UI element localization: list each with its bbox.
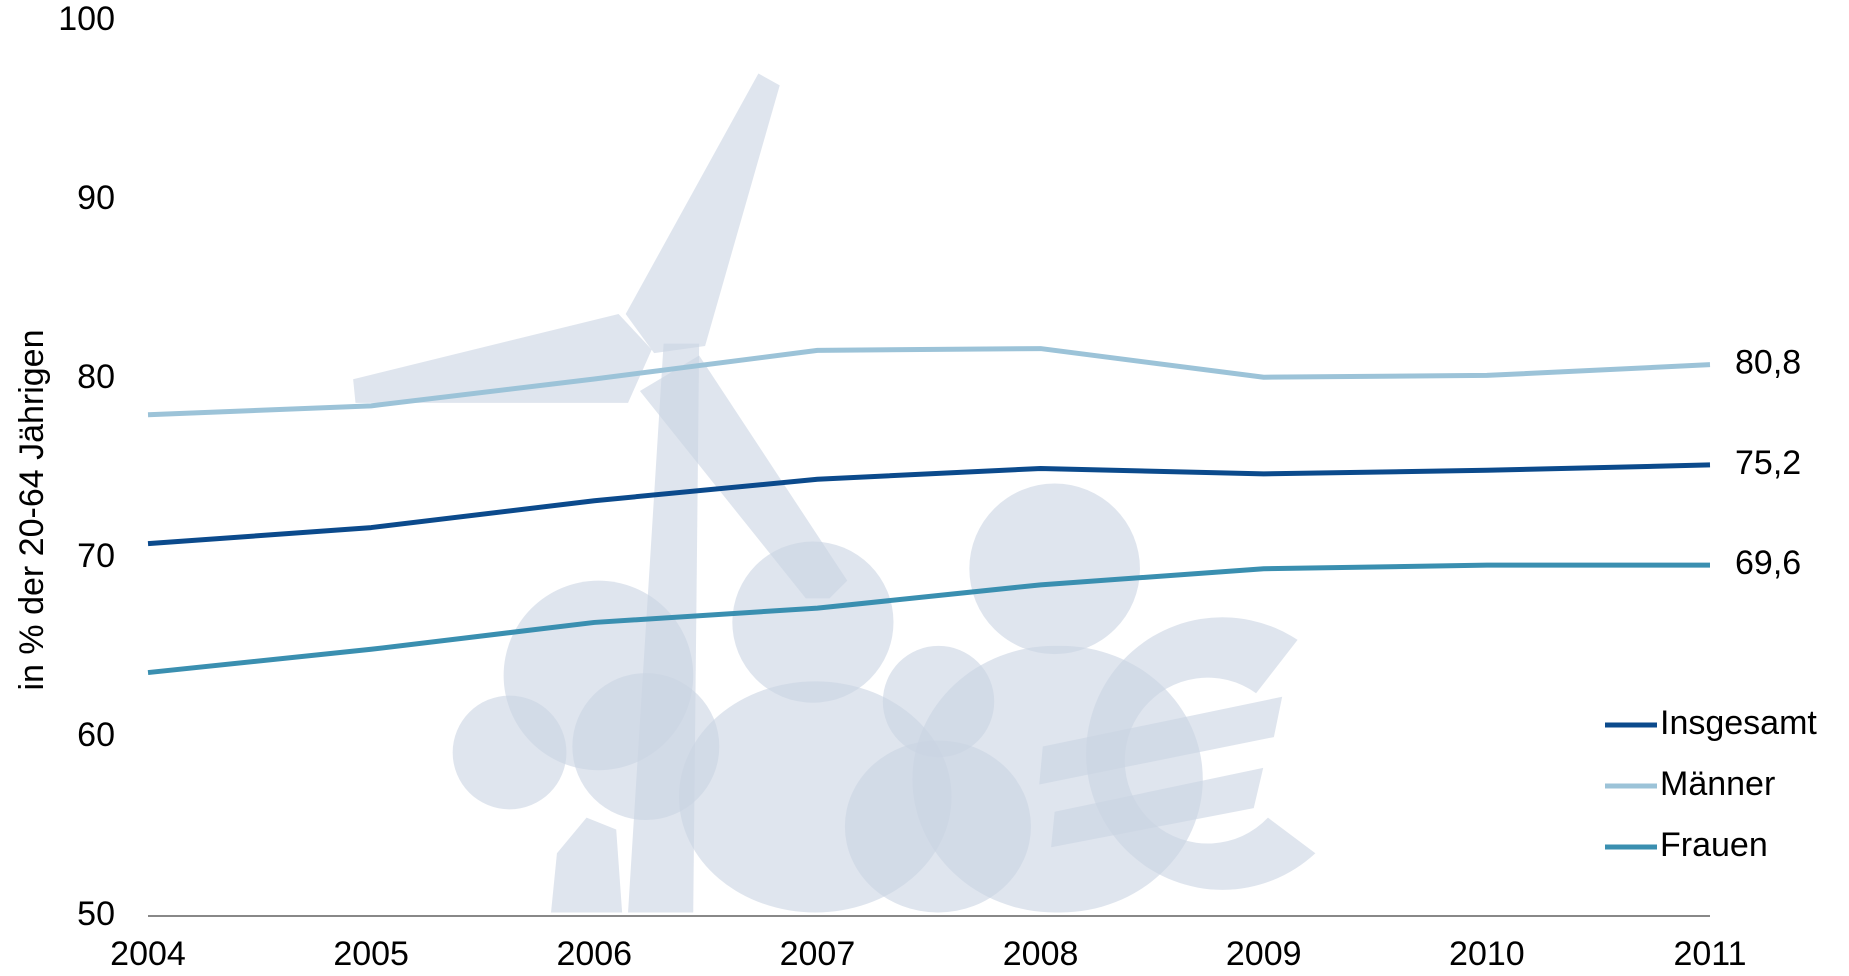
y-tick-label: 70 [77,537,115,575]
y-tick-label: 50 [77,895,115,933]
x-tick-label: 2005 [333,935,409,973]
y-tick-label: 80 [77,358,115,396]
y-axis-label: in % der 20-64 Jährigen [13,329,51,690]
x-tick-label: 2008 [1003,935,1079,973]
y-tick-label: 100 [58,0,115,38]
value-label: 80,8 [1735,344,1801,382]
series-line [147,346,1711,418]
x-tick-label: 2007 [780,935,856,973]
background-illustration [353,73,1316,913]
legend-label: Männer [1660,765,1775,803]
y-tick-label: 90 [77,179,115,217]
x-tick-label: 2009 [1226,935,1302,973]
x-tick-label: 2011 [1673,935,1746,973]
x-tick-label: 2006 [556,935,632,973]
x-tick-label: 2004 [110,935,186,973]
series-line [147,562,1710,676]
series-line [147,462,1711,547]
value-label: 69,6 [1735,544,1801,582]
y-tick-label: 60 [77,716,115,754]
legend-label: Frauen [1660,826,1768,864]
legend-label: Insgesamt [1660,704,1817,742]
value-label: 75,2 [1735,444,1801,482]
x-tick-label: 2010 [1449,935,1525,973]
